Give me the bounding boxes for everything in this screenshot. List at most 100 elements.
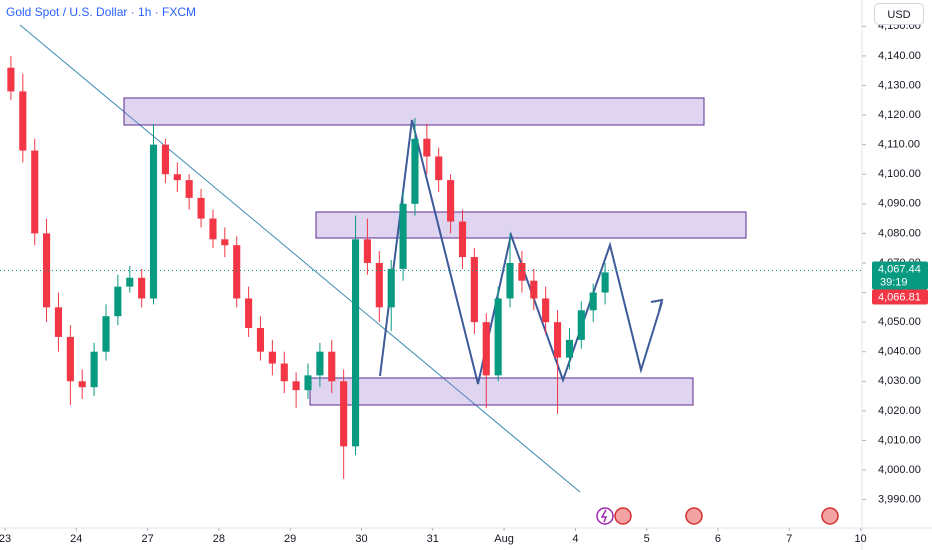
- x-tick-label: 10: [854, 533, 866, 545]
- x-tick-label: 7: [786, 533, 792, 545]
- zone: [309, 377, 694, 406]
- last-price-box: [872, 289, 928, 305]
- y-tick-label: 4,010.00: [878, 434, 921, 446]
- x-tick-label: 30: [355, 533, 367, 545]
- candle-body: [387, 268, 395, 308]
- candle-body: [280, 363, 288, 382]
- y-tick-label: 4,110.00: [878, 139, 920, 151]
- candle-body: [197, 197, 205, 219]
- x-tick-label: 31: [427, 533, 439, 545]
- candle-body: [245, 298, 253, 329]
- currency-button[interactable]: USD: [874, 3, 924, 25]
- candle-body: [553, 322, 562, 358]
- candle-body: [423, 138, 431, 157]
- candle-body: [375, 262, 383, 308]
- zone: [123, 97, 705, 126]
- y-tick-label: 4,080.00: [878, 227, 921, 239]
- x-tick-label: 6: [715, 533, 721, 545]
- candle-body: [304, 375, 312, 391]
- drawings: [19, 24, 747, 493]
- candle-body: [482, 322, 490, 376]
- candle-body: [470, 257, 478, 323]
- candle-body: [42, 233, 51, 308]
- event-icon: [614, 507, 632, 525]
- trend-line: [19, 24, 581, 493]
- candle-body: [542, 298, 550, 323]
- candle-body: [102, 316, 110, 352]
- y-tick-label: 4,000.00: [878, 464, 921, 476]
- candle-body: [435, 156, 443, 181]
- chart-title: Gold Spot / U.S. Dollar · 1h · FXCM: [6, 5, 196, 19]
- candle-body: [233, 245, 241, 299]
- event-icon: [821, 507, 839, 525]
- y-tick-label: 4,120.00: [878, 109, 921, 121]
- candle-body: [447, 180, 455, 222]
- y-tick-label: 4,020.00: [878, 405, 921, 417]
- candle-body: [565, 339, 574, 358]
- candle-body: [328, 351, 336, 382]
- candle-body: [19, 91, 27, 151]
- candle-body: [114, 286, 122, 317]
- x-tick-label: 28: [213, 533, 225, 545]
- last-price-label: 4,066.81: [878, 291, 921, 303]
- y-tick-label: 4,100.00: [878, 168, 921, 180]
- candle-body: [458, 221, 467, 258]
- candle-body: [340, 381, 348, 447]
- candle-body: [494, 298, 502, 376]
- candle-body: [90, 351, 98, 388]
- candle-body: [54, 307, 63, 337]
- x-tick-label: Aug: [494, 533, 514, 545]
- y-tick-label: 3,990.00: [878, 494, 921, 506]
- x-tick-label: 24: [70, 533, 82, 545]
- y-tick-label: 4,090.00: [878, 198, 921, 210]
- y-tick-label: 4,040.00: [878, 346, 921, 358]
- x-tick-label: 5: [644, 533, 650, 545]
- candle-body: [7, 67, 15, 92]
- candle-body: [316, 351, 324, 376]
- x-tick-label: 23: [0, 533, 11, 545]
- candle-body: [149, 144, 158, 299]
- candle-body: [399, 203, 407, 269]
- candle-body: [185, 180, 193, 198]
- candle-body: [209, 218, 217, 240]
- arrow-head: [650, 298, 664, 312]
- event-icon: [600, 509, 608, 523]
- candle-body: [268, 351, 276, 364]
- event-icon: [685, 507, 703, 525]
- candle-body: [530, 280, 538, 299]
- candle-body: [31, 150, 39, 234]
- candle-body: [506, 262, 514, 299]
- candle-body: [411, 138, 419, 204]
- candle-body: [66, 336, 74, 382]
- x-tick-label: 29: [284, 533, 296, 545]
- y-tick-label: 4,130.00: [878, 79, 921, 91]
- countdown: 39:19: [880, 276, 908, 288]
- candle-body: [78, 381, 86, 388]
- ask-price-box: [872, 261, 928, 290]
- candle-body: [363, 239, 371, 263]
- candle-body: [221, 239, 229, 246]
- candle-body: [292, 381, 300, 391]
- x-tick-label: 4: [572, 533, 578, 545]
- candle-body: [161, 144, 169, 175]
- candle-body: [138, 277, 146, 299]
- candle-body: [352, 239, 360, 447]
- x-tick-label: 27: [141, 533, 153, 545]
- ask-price-label: 4,067.44: [878, 263, 921, 275]
- candle-body: [589, 292, 597, 311]
- candle-body: [126, 277, 134, 287]
- candle-body: [601, 272, 609, 293]
- projection-path: [379, 119, 663, 385]
- candle-body: [577, 310, 585, 340]
- candle-body: [256, 328, 265, 352]
- event-icons: [596, 507, 839, 525]
- candle-body: [173, 174, 181, 181]
- event-icon: [596, 507, 614, 525]
- candle-body: [518, 262, 526, 281]
- y-tick-label: 4,140.00: [878, 50, 921, 62]
- y-tick-label: 4,030.00: [878, 375, 921, 387]
- y-tick-label: 4,050.00: [878, 316, 921, 328]
- zone: [315, 211, 747, 239]
